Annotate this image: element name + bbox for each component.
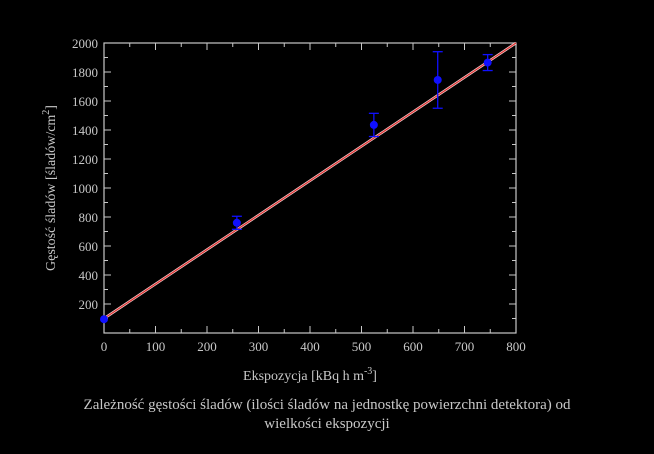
x-tick-label: 300 bbox=[249, 339, 269, 354]
fit-line bbox=[103, 42, 517, 319]
axis-ticks: 0 100 200 300 400 500 600 700 800 200 400 600 800 100… bbox=[72, 36, 526, 354]
y-tick-label: 1000 bbox=[72, 181, 98, 196]
x-tick-label: 500 bbox=[352, 339, 372, 354]
caption-line-2: wielkości ekspozycji bbox=[264, 416, 390, 432]
data-point bbox=[232, 218, 241, 227]
fit-line-group bbox=[103, 41, 517, 320]
y-tick-label: 600 bbox=[79, 239, 99, 254]
figure-caption: Zależność gęstości śladów (ilości śladów… bbox=[0, 396, 654, 434]
x-tick-label: 600 bbox=[403, 339, 423, 354]
chart: 0 100 200 300 400 500 600 700 800 200 400 600 800 100… bbox=[41, 36, 526, 384]
x-tick-label: 200 bbox=[197, 339, 217, 354]
y-tick-label: 1600 bbox=[72, 94, 98, 109]
y-tick-label: 400 bbox=[79, 268, 99, 283]
data-point bbox=[483, 58, 492, 67]
x-tick-label: 400 bbox=[300, 339, 320, 354]
y-tick-label: 1400 bbox=[72, 123, 98, 138]
data-point bbox=[100, 315, 108, 324]
y-tick-label: 1200 bbox=[72, 152, 98, 167]
y-tick-label: 2000 bbox=[72, 36, 98, 51]
x-tick-label: 100 bbox=[146, 339, 166, 354]
data-point bbox=[369, 120, 378, 129]
data-points bbox=[100, 51, 493, 324]
y-tick-label: 1800 bbox=[72, 65, 98, 80]
caption-line-1: Zależność gęstości śladów (ilości śladów… bbox=[83, 397, 571, 413]
x-tick-label: 0 bbox=[101, 339, 108, 354]
plot-area bbox=[103, 42, 517, 334]
x-tick-label: 700 bbox=[455, 339, 475, 354]
x-tick-label: 800 bbox=[506, 339, 526, 354]
y-tick-label: 200 bbox=[79, 297, 99, 312]
data-point bbox=[433, 75, 442, 84]
y-axis-label: Gęstość śladów [śladów/cm2] bbox=[41, 105, 59, 271]
x-axis-label: Ekspozycja [kBq h m-3] bbox=[243, 366, 377, 384]
y-tick-label: 800 bbox=[79, 210, 99, 225]
